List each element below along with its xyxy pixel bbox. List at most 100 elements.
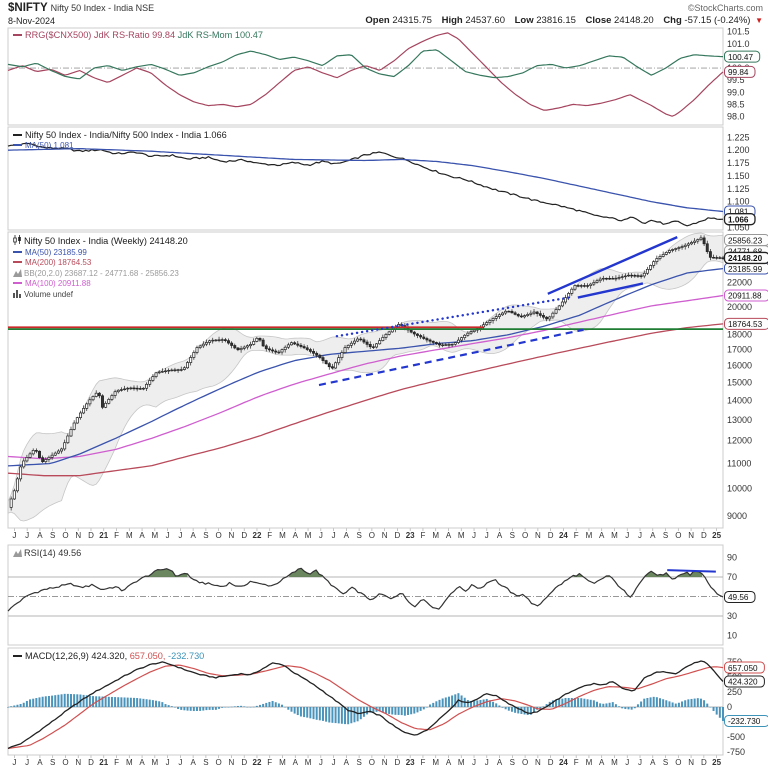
- svg-text:J: J: [319, 758, 323, 767]
- svg-text:18000: 18000: [727, 330, 752, 340]
- svg-text:D: D: [701, 758, 707, 767]
- svg-text:S: S: [50, 758, 55, 767]
- svg-text:A: A: [344, 531, 350, 540]
- svg-text:M: M: [611, 758, 618, 767]
- rrg-series-0: [7, 32, 724, 117]
- svg-text:D: D: [395, 758, 401, 767]
- svg-text:F: F: [421, 758, 426, 767]
- svg-text:J: J: [625, 758, 629, 767]
- low-value: 23816.15: [536, 15, 576, 26]
- svg-text:10000: 10000: [727, 483, 752, 493]
- svg-text:O: O: [62, 531, 68, 540]
- price-badge: 18764.53: [724, 317, 768, 330]
- svg-text:O: O: [369, 531, 375, 540]
- rrg-badge: 99.84: [724, 65, 756, 78]
- svg-text:657.050: 657.050: [728, 664, 758, 673]
- macd-badge: 424.320: [724, 675, 765, 688]
- svg-text:S: S: [356, 758, 361, 767]
- rsi-y-axis-labels: 90 70 30 10: [727, 552, 737, 640]
- svg-text:25: 25: [712, 758, 721, 767]
- macd-badge: -232.730: [724, 714, 768, 727]
- svg-text:0: 0: [727, 702, 732, 712]
- channel-lower-line: [577, 282, 644, 299]
- svg-text:N: N: [382, 531, 388, 540]
- svg-text:J: J: [166, 531, 170, 540]
- svg-text:N: N: [229, 758, 235, 767]
- rrg-axis-badges: 100.47 99.84: [724, 50, 761, 78]
- svg-text:D: D: [701, 531, 707, 540]
- svg-text:1.050: 1.050: [727, 222, 750, 232]
- price-badge: 24148.20: [723, 251, 768, 265]
- svg-text:24: 24: [559, 758, 568, 767]
- svg-text:J: J: [472, 758, 476, 767]
- ratio-series-0: [7, 142, 724, 227]
- svg-text:A: A: [497, 758, 503, 767]
- macd-badge: 657.050: [724, 661, 765, 674]
- svg-text:18764.53: 18764.53: [728, 320, 763, 329]
- svg-text:99.84: 99.84: [728, 68, 749, 77]
- rrg-panel-frame: [7, 27, 724, 126]
- svg-text:30: 30: [727, 611, 737, 621]
- svg-text:F: F: [574, 531, 579, 540]
- svg-text:1.150: 1.150: [727, 171, 750, 181]
- svg-text:N: N: [75, 758, 81, 767]
- svg-text:12000: 12000: [727, 436, 752, 446]
- svg-text:M: M: [586, 531, 593, 540]
- svg-text:21: 21: [99, 531, 108, 540]
- svg-text:24: 24: [559, 531, 568, 540]
- svg-text:J: J: [178, 758, 182, 767]
- svg-text:A: A: [293, 758, 299, 767]
- dotted-trendline: [335, 295, 575, 338]
- svg-text:25: 25: [712, 531, 721, 540]
- chart-title: $NIFTY Nifty 50 Index - India NSE: [8, 2, 154, 14]
- chg-label: Chg: [663, 15, 682, 26]
- svg-text:O: O: [216, 531, 222, 540]
- svg-text:23185.99: 23185.99: [728, 265, 763, 274]
- svg-text:S: S: [356, 531, 361, 540]
- svg-text:M: M: [432, 531, 439, 540]
- svg-text:1.125: 1.125: [727, 184, 750, 194]
- svg-text:A: A: [650, 531, 656, 540]
- price-badge: 20911.88: [724, 289, 768, 302]
- svg-text:D: D: [88, 531, 94, 540]
- svg-text:D: D: [395, 531, 401, 540]
- dashed-trendline: [318, 328, 584, 387]
- svg-text:O: O: [62, 758, 68, 767]
- svg-text:99.0: 99.0: [727, 87, 745, 97]
- svg-text:S: S: [663, 531, 668, 540]
- svg-text:1.225: 1.225: [727, 132, 750, 142]
- svg-text:O: O: [216, 758, 222, 767]
- svg-text:10: 10: [727, 631, 737, 641]
- svg-text:O: O: [675, 758, 681, 767]
- svg-text:J: J: [12, 531, 16, 540]
- svg-text:N: N: [229, 531, 235, 540]
- ma200-line: [7, 323, 724, 477]
- svg-text:J: J: [25, 758, 29, 767]
- ratio-badge: 1.066: [723, 213, 756, 226]
- svg-text:M: M: [151, 758, 158, 767]
- rsi-badge: 49.56: [724, 590, 756, 603]
- svg-text:14000: 14000: [727, 395, 752, 405]
- svg-text:S: S: [663, 758, 668, 767]
- svg-text:J: J: [319, 531, 323, 540]
- svg-text:M: M: [305, 758, 312, 767]
- svg-text:D: D: [548, 758, 554, 767]
- svg-text:S: S: [50, 531, 55, 540]
- svg-text:F: F: [267, 531, 272, 540]
- svg-text:A: A: [37, 531, 43, 540]
- svg-text:70: 70: [727, 572, 737, 582]
- symbol-description: Nifty 50 Index - India NSE: [50, 3, 155, 13]
- change-down-icon: ▼: [755, 16, 763, 25]
- svg-text:23: 23: [406, 758, 415, 767]
- svg-text:D: D: [88, 758, 94, 767]
- ma50-line: [7, 267, 724, 467]
- x-axis-labels: J J A S O N D 21 F M A M J J A S O N D 22 F M A M J J A S O N D 23 F M A M J…: [12, 528, 722, 540]
- svg-text:13000: 13000: [727, 415, 752, 425]
- svg-text:A: A: [139, 531, 145, 540]
- chg-value: -57.15 (-0.24%): [684, 15, 751, 26]
- svg-text:O: O: [522, 531, 528, 540]
- svg-text:J: J: [25, 531, 29, 540]
- high-value: 24537.60: [465, 15, 505, 26]
- rsi-series-0: [7, 567, 724, 612]
